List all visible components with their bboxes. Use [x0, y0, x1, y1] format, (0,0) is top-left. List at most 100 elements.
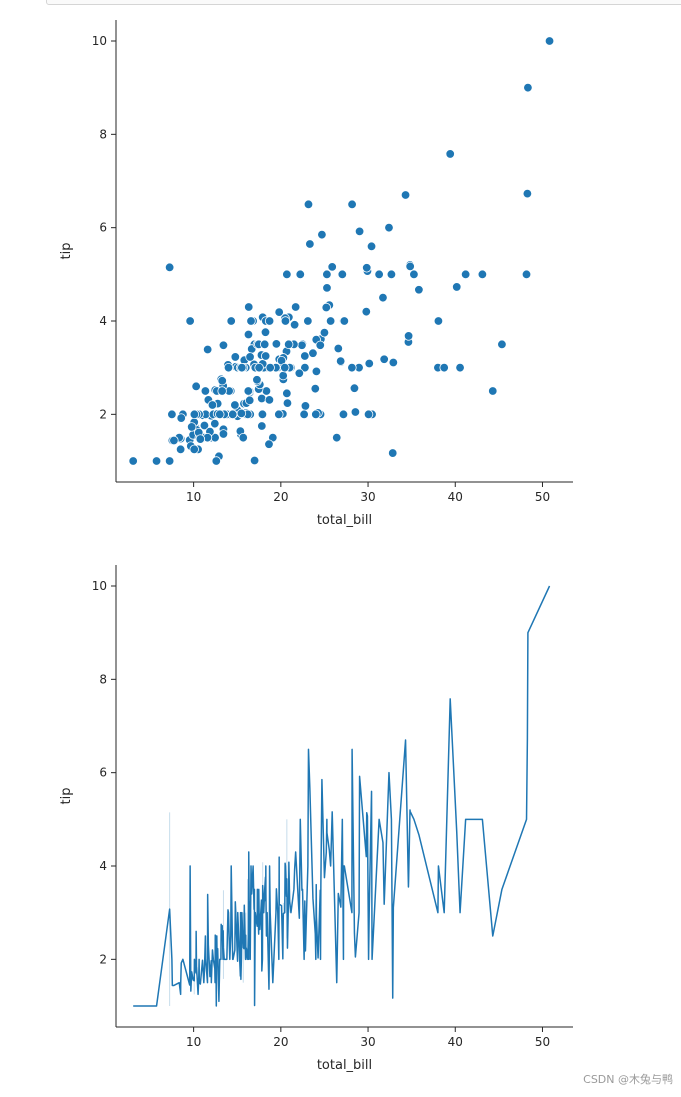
scatter-point: [207, 400, 218, 410]
scatter-point: [388, 448, 398, 458]
y-tick-label: 4: [99, 859, 107, 873]
scatter-point: [384, 222, 394, 233]
scatter-point: [245, 352, 255, 362]
scatter-point: [311, 366, 322, 377]
x-axis-label: total_bill: [317, 513, 372, 528]
scatter-point: [333, 343, 344, 354]
scatter-point: [332, 432, 342, 443]
series-line: [133, 585, 551, 1007]
scatter-point: [452, 282, 462, 292]
scatter-point: [280, 362, 290, 373]
scatter-point: [230, 352, 241, 362]
y-tick-label: 8: [99, 672, 107, 686]
scatter-point: [257, 421, 267, 431]
scatter-point: [319, 327, 330, 338]
y-tick-label: 8: [99, 127, 107, 141]
scatter-point: [338, 409, 349, 420]
scatter-point: [322, 283, 332, 293]
scatter-point: [264, 316, 275, 326]
scatter-point: [460, 269, 471, 280]
scatter-point: [169, 435, 179, 446]
scatter-point: [226, 316, 236, 326]
scatter-point: [521, 269, 532, 280]
scatter-point: [223, 362, 234, 373]
scatter-point: [315, 340, 325, 350]
scatter-point: [300, 401, 311, 411]
scatter-point: [282, 269, 292, 280]
scatter-point: [217, 386, 227, 396]
scatter-point: [264, 439, 274, 449]
y-tick-label: 6: [99, 766, 107, 780]
scatter-point: [164, 262, 175, 273]
x-tick-label: 10: [186, 1035, 201, 1049]
x-tick-label: 30: [360, 490, 375, 504]
scatter-point: [274, 409, 284, 420]
scatter-point: [303, 316, 313, 326]
x-tick-label: 30: [360, 1035, 375, 1049]
scatter-point: [310, 383, 320, 394]
scatter-point: [128, 456, 138, 466]
scatter-point: [195, 434, 206, 444]
scatter-point: [244, 302, 254, 312]
y-axis-label: tip: [59, 243, 74, 260]
scatter-point: [366, 241, 377, 252]
scatter-point: [200, 386, 211, 396]
scatter-point: [325, 316, 336, 326]
scatter-point: [236, 408, 247, 419]
scatter-point: [335, 356, 346, 366]
scatter-point: [289, 320, 300, 330]
scatter-point: [347, 199, 357, 210]
scatter-point: [403, 331, 414, 341]
scatter-point: [257, 393, 267, 404]
scatter-point: [294, 368, 305, 378]
scatter-point: [308, 348, 318, 358]
scatter-point: [354, 226, 365, 237]
scatter-point: [271, 339, 282, 349]
scatter-point: [243, 386, 254, 396]
scatter-point: [374, 269, 384, 280]
scatter-point: [379, 354, 389, 364]
scatter-point: [347, 362, 357, 373]
y-tick-label: 10: [92, 34, 107, 48]
scatter-point: [523, 82, 533, 93]
scatter-point: [217, 376, 227, 386]
scatter-point: [187, 422, 197, 432]
scatter-point: [544, 36, 555, 46]
previous-cell-output-border: [46, 0, 681, 5]
scatter-point: [189, 444, 199, 455]
scatter-point: [455, 362, 465, 373]
scatter-point: [257, 409, 268, 420]
scatter-point: [202, 344, 213, 355]
scatter-point: [218, 340, 229, 350]
scatter-point: [211, 456, 221, 466]
x-tick-label: 20: [273, 1035, 288, 1049]
scatter-point: [300, 362, 310, 373]
scatter-point: [400, 190, 411, 200]
scatter-point: [477, 269, 488, 280]
scatter-chart: 10 20 30 40 50 2 4 6 8 10 total_bill tip: [59, 20, 573, 528]
scatter-point: [218, 429, 229, 439]
scatter-point: [445, 149, 455, 159]
scatter-point: [249, 455, 260, 466]
scatter-point: [290, 302, 301, 312]
scatter-point: [189, 409, 200, 420]
scatter-point: [414, 285, 424, 295]
y-tick-label: 2: [99, 407, 107, 421]
scatter-point: [261, 386, 272, 396]
scatter-point: [191, 381, 201, 392]
scatter-point: [349, 383, 360, 393]
scatter-point: [230, 400, 240, 410]
x-tick-label: 50: [535, 1035, 550, 1049]
scatter-point: [238, 432, 248, 443]
y-tick-label: 4: [99, 314, 107, 328]
x-tick-label: 10: [186, 490, 201, 504]
scatter-point: [362, 263, 372, 273]
x-tick-label: 40: [448, 1035, 463, 1049]
scatter-point: [317, 229, 327, 240]
scatter-point: [299, 409, 309, 420]
scatter-point: [322, 269, 332, 280]
scatter-point: [295, 269, 305, 280]
scatter-point: [488, 386, 498, 396]
scatter-point: [199, 420, 210, 431]
scatter-point: [497, 339, 507, 350]
